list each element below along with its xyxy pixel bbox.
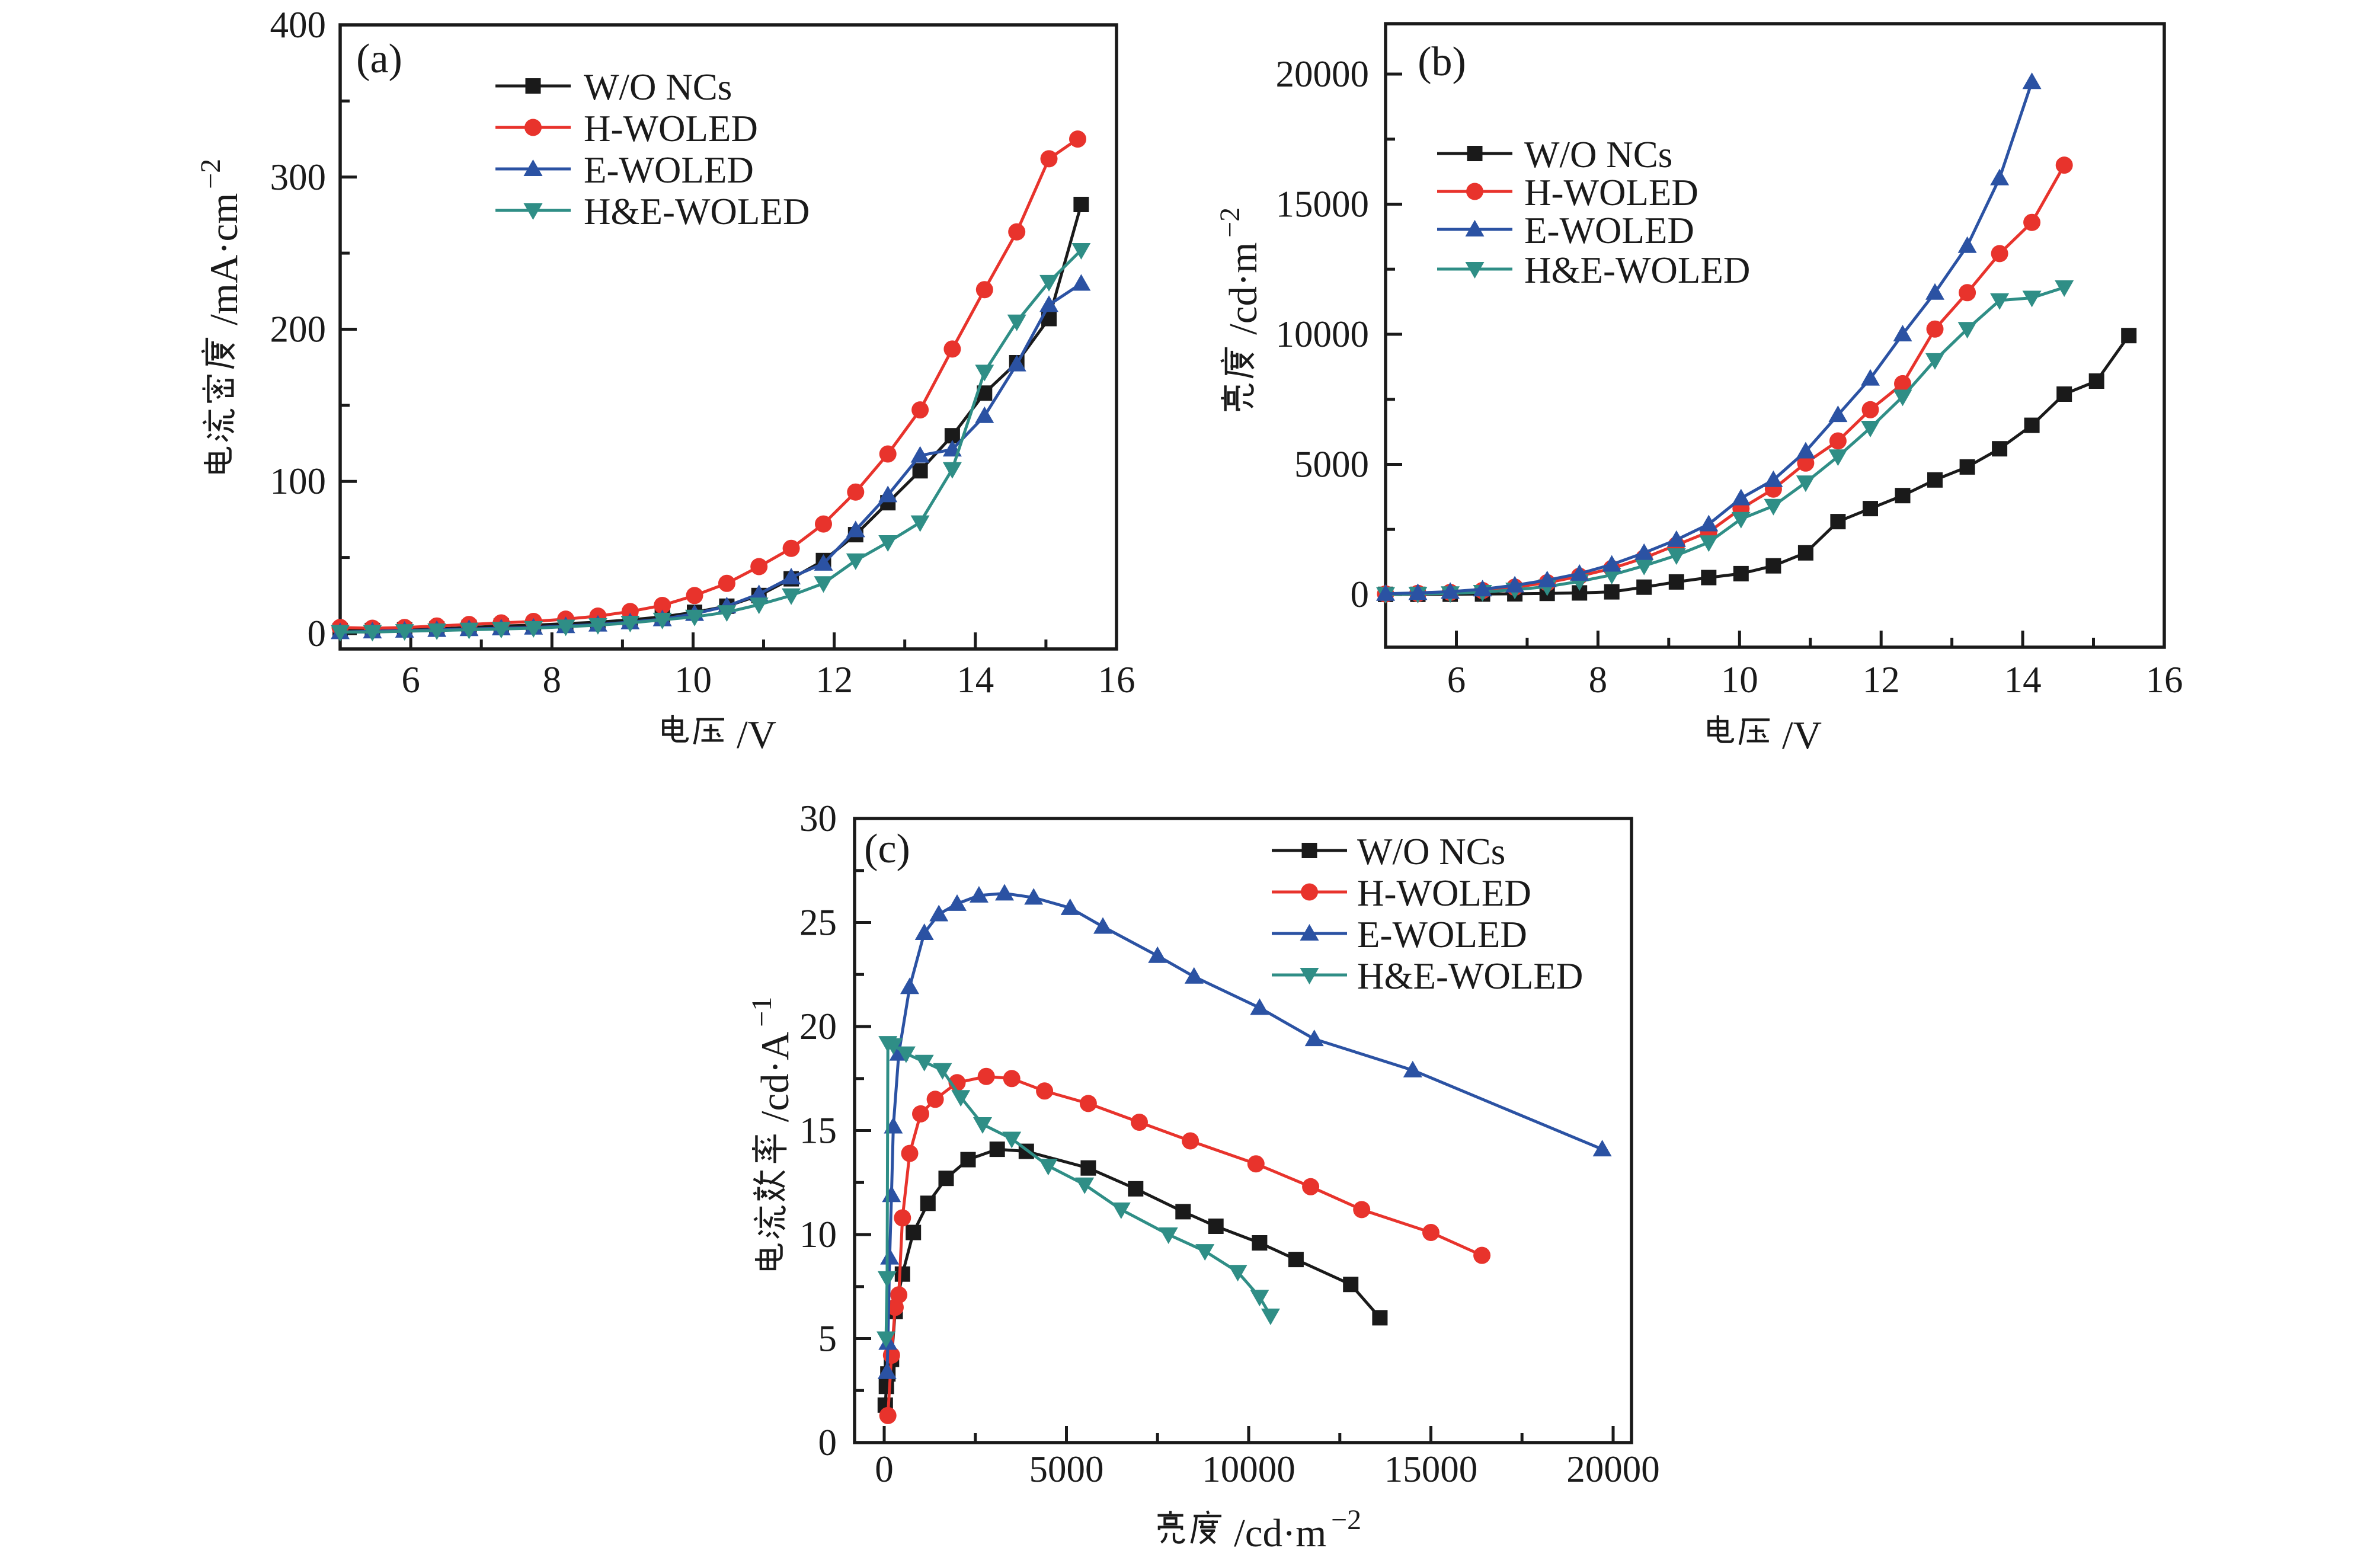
svg-text:(b): (b) bbox=[1418, 39, 1466, 85]
svg-text:H&E-WOLED: H&E-WOLED bbox=[584, 191, 810, 232]
svg-text:300: 300 bbox=[270, 156, 327, 198]
svg-text:10000: 10000 bbox=[1276, 314, 1370, 355]
svg-text:H&E-WOLED: H&E-WOLED bbox=[1524, 250, 1750, 291]
svg-text:20000: 20000 bbox=[1566, 1449, 1660, 1490]
svg-text:/cd·A: /cd·A bbox=[753, 1032, 797, 1123]
svg-text:14: 14 bbox=[2004, 659, 2042, 701]
svg-text:10000: 10000 bbox=[1202, 1449, 1295, 1490]
svg-text:E-WOLED: E-WOLED bbox=[1357, 914, 1527, 955]
svg-text:5000: 5000 bbox=[1294, 444, 1369, 485]
svg-text:/cd·m: /cd·m bbox=[1234, 1511, 1326, 1554]
svg-text:200: 200 bbox=[270, 309, 327, 350]
svg-text:15000: 15000 bbox=[1384, 1449, 1478, 1490]
svg-text:5000: 5000 bbox=[1029, 1449, 1104, 1490]
svg-text:25: 25 bbox=[799, 902, 837, 944]
svg-text:8: 8 bbox=[1589, 659, 1608, 701]
svg-text:10: 10 bbox=[1721, 659, 1758, 701]
svg-text:(a): (a) bbox=[356, 36, 402, 82]
svg-text:400: 400 bbox=[270, 4, 327, 46]
svg-text:0: 0 bbox=[818, 1422, 837, 1463]
svg-text:/mA·cm: /mA·cm bbox=[202, 193, 246, 325]
svg-text:15000: 15000 bbox=[1276, 184, 1370, 225]
svg-text:100: 100 bbox=[270, 461, 327, 502]
svg-text:/V: /V bbox=[1782, 714, 1822, 757]
svg-text:−2: −2 bbox=[1214, 207, 1246, 238]
svg-text:E-WOLED: E-WOLED bbox=[1524, 210, 1694, 251]
svg-text:5: 5 bbox=[818, 1318, 837, 1360]
svg-text:−2: −2 bbox=[195, 159, 226, 189]
svg-text:12: 12 bbox=[1863, 659, 1900, 701]
svg-text:W/O NCs: W/O NCs bbox=[1357, 831, 1505, 872]
svg-text:6: 6 bbox=[1447, 659, 1466, 701]
svg-text:W/O NCs: W/O NCs bbox=[584, 66, 732, 108]
svg-text:E-WOLED: E-WOLED bbox=[584, 149, 754, 191]
svg-text:15: 15 bbox=[799, 1110, 837, 1152]
svg-text:6: 6 bbox=[401, 659, 420, 701]
svg-text:0: 0 bbox=[1351, 574, 1370, 615]
svg-text:10: 10 bbox=[674, 659, 712, 701]
svg-text:0: 0 bbox=[308, 613, 327, 654]
svg-text:−2: −2 bbox=[1331, 1504, 1361, 1536]
svg-text:20000: 20000 bbox=[1276, 53, 1370, 95]
svg-text:14: 14 bbox=[957, 659, 994, 701]
svg-text:8: 8 bbox=[543, 659, 562, 701]
svg-text:H-WOLED: H-WOLED bbox=[584, 108, 758, 149]
svg-text:W/O NCs: W/O NCs bbox=[1524, 134, 1672, 175]
svg-text:16: 16 bbox=[2146, 659, 2183, 701]
svg-text:/cd·m: /cd·m bbox=[1221, 242, 1265, 335]
svg-text:−1: −1 bbox=[746, 997, 778, 1027]
svg-text:12: 12 bbox=[815, 659, 853, 701]
svg-text:16: 16 bbox=[1098, 659, 1135, 701]
svg-text:H-WOLED: H-WOLED bbox=[1524, 172, 1698, 213]
svg-text:30: 30 bbox=[799, 798, 837, 839]
svg-text:10: 10 bbox=[799, 1214, 837, 1255]
svg-text:20: 20 bbox=[799, 1006, 837, 1047]
svg-text:(c): (c) bbox=[864, 826, 910, 872]
svg-text:/V: /V bbox=[737, 713, 776, 757]
svg-text:H-WOLED: H-WOLED bbox=[1357, 872, 1531, 914]
svg-text:H&E-WOLED: H&E-WOLED bbox=[1357, 955, 1583, 997]
svg-text:0: 0 bbox=[875, 1449, 894, 1490]
